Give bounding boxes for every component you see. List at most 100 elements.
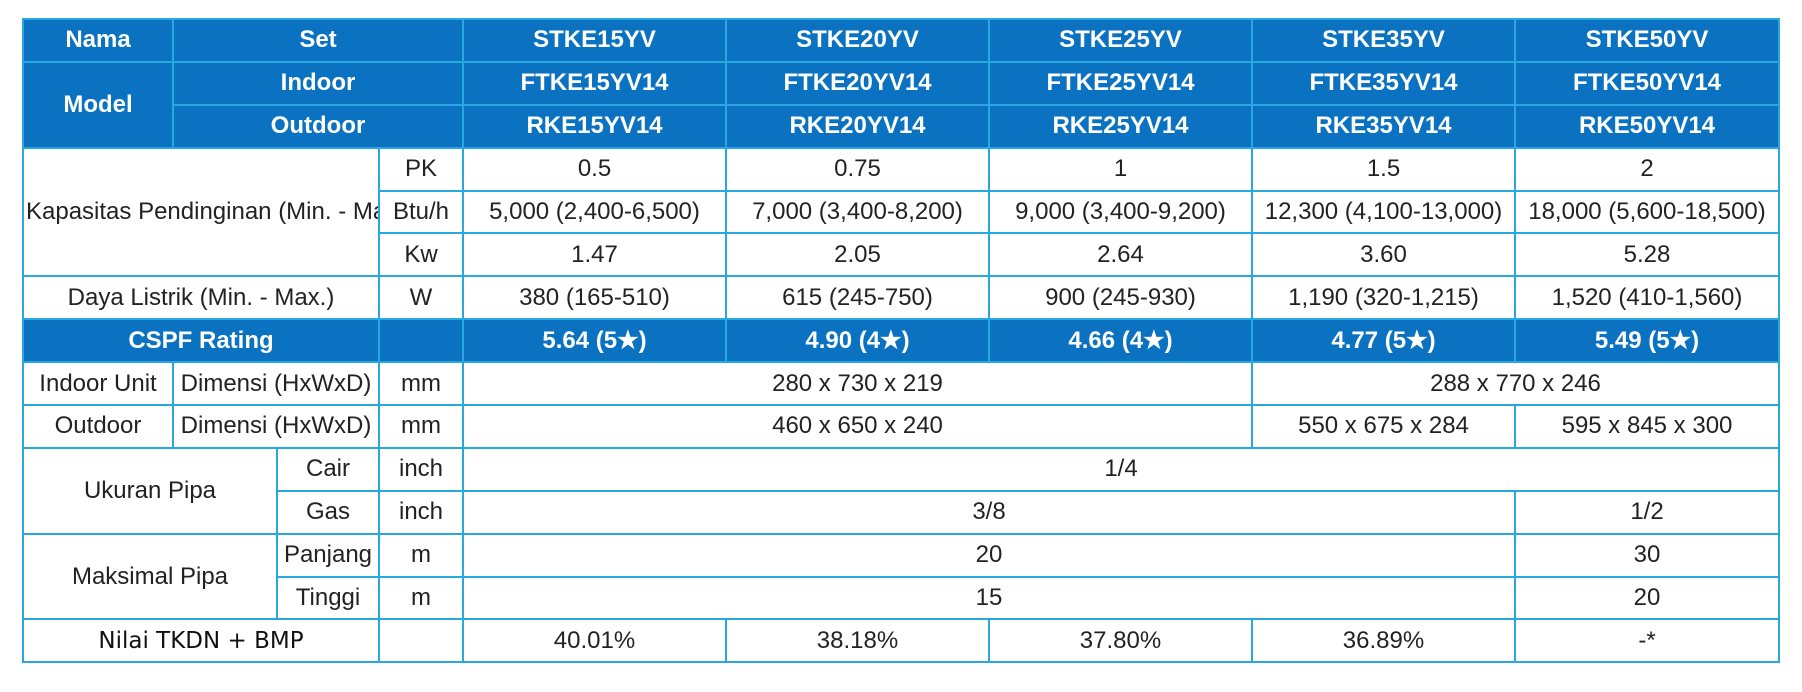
- pipe-cair-row: Ukuran Pipa Cair inch 1/4: [22, 446, 1780, 535]
- power-value: 900 (245-930): [988, 275, 1253, 321]
- outdoor-model-1: RKE15YV14: [462, 103, 727, 149]
- cooling-pk-value: 0.75: [725, 146, 990, 192]
- pipe-cair-value: 1/4: [462, 446, 1780, 492]
- nama-label: Nama: [22, 18, 174, 63]
- pipe-gas-value: 3/8: [462, 489, 1516, 535]
- set-model-4: STKE35YV: [1251, 18, 1516, 63]
- outdoor-unit-label: Outdoor: [22, 404, 174, 449]
- indoor-model-5: FTKE50YV14: [1514, 60, 1780, 106]
- indoor-dimension-value: 288 x 770 x 246: [1251, 361, 1780, 407]
- cooling-pk-row: Kapasitas Pendinginan (Min. - Max.) PK 0…: [22, 146, 1780, 278]
- cooling-btu-value: 7,000 (3,400-8,200): [725, 189, 990, 235]
- indoor-dimension-value: 280 x 730 x 219: [462, 361, 1253, 407]
- cooling-btu-value: 12,300 (4,100-13,000): [1251, 189, 1516, 235]
- outdoor-dimension-row: Outdoor Dimensi (HxWxD) mm 460 x 650 x 2…: [22, 404, 1780, 449]
- set-model-1: STKE15YV: [462, 18, 727, 63]
- cooling-btu-value: 9,000 (3,400-9,200): [988, 189, 1253, 235]
- tkdn-row: Nilai TKDN + BMP 40.01% 38.18% 37.80% 36…: [22, 618, 1780, 664]
- set-model-2: STKE20YV: [725, 18, 990, 63]
- cspf-value: 4.77 (5★): [1251, 318, 1516, 364]
- header-row-set: Nama Set STKE15YV STKE20YV STKE25YV STKE…: [22, 18, 1780, 63]
- cooling-pk-value: 0.5: [462, 146, 727, 192]
- pipe-length-unit: m: [378, 532, 464, 578]
- outdoor-label: Outdoor: [172, 103, 464, 149]
- cooling-pk-value: 1: [988, 146, 1253, 192]
- pipe-cair-unit: inch: [378, 446, 464, 492]
- cspf-unit-empty: [378, 318, 464, 364]
- header-row-indoor: Model Indoor FTKE15YV14 FTKE20YV14 FTKE2…: [22, 60, 1780, 149]
- cooling-btu-row: Btu/h 5,000 (2,400-6,500) 7,000 (3,400-8…: [23, 189, 1780, 235]
- power-row: Daya Listrik (Min. - Max.) W 380 (165-51…: [22, 275, 1780, 321]
- pipe-height-value: 15: [462, 575, 1516, 621]
- indoor-dimension-label: Dimensi (HxWxD): [172, 361, 380, 407]
- tkdn-value: 37.80%: [988, 618, 1253, 664]
- pipe-cair-label: Cair: [276, 446, 380, 492]
- pipe-gas-unit: inch: [378, 489, 464, 535]
- outdoor-model-5: RKE50YV14: [1514, 103, 1780, 149]
- cooling-btu-unit: Btu/h: [378, 189, 464, 235]
- pipe-height-label: Tinggi: [276, 575, 380, 621]
- cooling-kw-value: 1.47: [462, 232, 727, 278]
- set-label: Set: [172, 18, 464, 63]
- indoor-model-2: FTKE20YV14: [725, 60, 990, 106]
- header-row-outdoor: Outdoor RKE15YV14 RKE20YV14 RKE25YV14 RK…: [23, 103, 1780, 149]
- pipe-length-value: 20: [462, 532, 1516, 578]
- pipe-gas-row: Gas inch 3/8 1/2: [23, 489, 1780, 535]
- cooling-pk-value: 2: [1514, 146, 1780, 192]
- model-label: Model: [22, 60, 174, 149]
- power-unit: W: [378, 275, 464, 321]
- cooling-pk-value: 1.5: [1251, 146, 1516, 192]
- indoor-model-4: FTKE35YV14: [1251, 60, 1516, 106]
- tkdn-value: 36.89%: [1251, 618, 1516, 664]
- set-model-3: STKE25YV: [988, 18, 1253, 63]
- pipe-length-row: Maksimal Pipa Panjang m 20 30: [22, 532, 1780, 621]
- cooling-btu-value: 5,000 (2,400-6,500): [462, 189, 727, 235]
- cspf-value: 5.64 (5★): [462, 318, 727, 364]
- cooling-kw-value: 2.05: [725, 232, 990, 278]
- cooling-kw-row: Kw 1.47 2.05 2.64 3.60 5.28: [23, 232, 1780, 278]
- spec-table: Nama Set STKE15YV STKE20YV STKE25YV STKE…: [22, 18, 1780, 664]
- power-value: 1,520 (410-1,560): [1514, 275, 1780, 321]
- outdoor-dimension-value: 595 x 845 x 300: [1514, 404, 1780, 449]
- cspf-row: CSPF Rating 5.64 (5★) 4.90 (4★) 4.66 (4★…: [22, 318, 1780, 364]
- outdoor-dimension-unit: mm: [378, 404, 464, 449]
- cooling-kw-value: 5.28: [1514, 232, 1780, 278]
- tkdn-value: -*: [1514, 618, 1780, 664]
- pipe-max-label: Maksimal Pipa: [22, 532, 278, 621]
- cooling-capacity-label: Kapasitas Pendinginan (Min. - Max.): [22, 146, 380, 278]
- indoor-model-3: FTKE25YV14: [988, 60, 1253, 106]
- pipe-gas-value: 1/2: [1514, 489, 1780, 535]
- indoor-dimension-row: Indoor Unit Dimensi (HxWxD) mm 280 x 730…: [22, 361, 1780, 407]
- pipe-height-unit: m: [378, 575, 464, 621]
- cspf-value: 4.90 (4★): [725, 318, 990, 364]
- outdoor-dimension-value: 550 x 675 x 284: [1251, 404, 1516, 449]
- outdoor-model-3: RKE25YV14: [988, 103, 1253, 149]
- cooling-pk-unit: PK: [378, 146, 464, 192]
- outdoor-model-2: RKE20YV14: [725, 103, 990, 149]
- cooling-kw-unit: Kw: [378, 232, 464, 278]
- set-model-5: STKE50YV: [1514, 18, 1780, 63]
- cspf-value: 5.49 (5★): [1514, 318, 1780, 364]
- power-value: 615 (245-750): [725, 275, 990, 321]
- power-value: 1,190 (320-1,215): [1251, 275, 1516, 321]
- outdoor-dimension-label: Dimensi (HxWxD): [172, 404, 380, 449]
- pipe-gas-label: Gas: [276, 489, 380, 535]
- cooling-btu-value: 18,000 (5,600-18,500): [1514, 189, 1780, 235]
- indoor-model-1: FTKE15YV14: [462, 60, 727, 106]
- indoor-label: Indoor: [172, 60, 464, 106]
- tkdn-value: 38.18%: [725, 618, 990, 664]
- pipe-length-label: Panjang: [276, 532, 380, 578]
- tkdn-value: 40.01%: [462, 618, 727, 664]
- cspf-label: CSPF Rating: [22, 318, 380, 364]
- pipe-height-value: 20: [1514, 575, 1780, 621]
- tkdn-unit-empty: [378, 618, 464, 664]
- cooling-kw-value: 3.60: [1251, 232, 1516, 278]
- power-value: 380 (165-510): [462, 275, 727, 321]
- cooling-kw-value: 2.64: [988, 232, 1253, 278]
- pipe-size-label: Ukuran Pipa: [22, 446, 278, 535]
- tkdn-label: Nilai TKDN + BMP: [22, 618, 380, 664]
- pipe-length-value: 30: [1514, 532, 1780, 578]
- power-label: Daya Listrik (Min. - Max.): [22, 275, 380, 321]
- cspf-value: 4.66 (4★): [988, 318, 1253, 364]
- indoor-dimension-unit: mm: [378, 361, 464, 407]
